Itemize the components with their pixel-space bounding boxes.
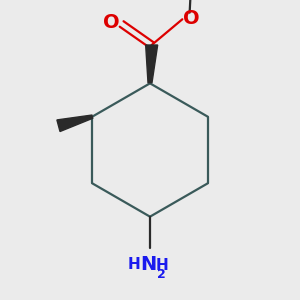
Polygon shape <box>57 115 93 131</box>
Text: O: O <box>103 13 120 32</box>
Polygon shape <box>146 45 158 83</box>
Text: H: H <box>128 257 140 272</box>
Text: O: O <box>183 9 200 28</box>
Text: N: N <box>140 256 157 274</box>
Text: 2: 2 <box>157 268 166 281</box>
Text: H: H <box>155 257 168 272</box>
